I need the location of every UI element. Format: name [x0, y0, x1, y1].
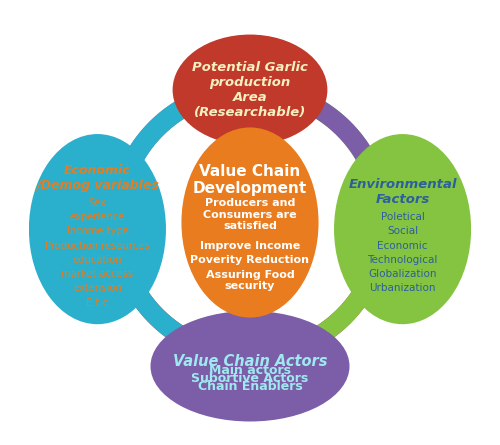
Text: Urbanization: Urbanization [370, 283, 436, 293]
Text: Value Chain Actors: Value Chain Actors [173, 354, 327, 369]
Text: Chain Enablers: Chain Enablers [198, 380, 302, 393]
Text: Poverity Reduction: Poverity Reduction [190, 255, 310, 265]
Ellipse shape [334, 134, 471, 324]
Text: Social: Social [387, 226, 418, 236]
Text: Production resources: Production resources [45, 241, 150, 251]
Text: Environmental
Factors: Environmental Factors [348, 178, 457, 206]
Text: Globalization: Globalization [368, 269, 437, 279]
Text: Subortive Actors: Subortive Actors [192, 372, 308, 385]
Text: Potential Garlic
production
Area
(Researchable): Potential Garlic production Area (Resear… [192, 61, 308, 119]
Text: Main actors: Main actors [209, 364, 291, 377]
Text: market access: market access [62, 269, 134, 279]
Text: Technological: Technological [368, 255, 438, 265]
Text: extension: extension [73, 283, 122, 293]
Ellipse shape [29, 134, 166, 324]
Text: E.t.c: E.t.c [86, 298, 108, 307]
Text: Economic
/Demog variables: Economic /Demog variables [36, 163, 159, 191]
Ellipse shape [172, 35, 328, 145]
Text: Value Chain
Development: Value Chain Development [193, 164, 307, 196]
Text: Poletical: Poletical [380, 212, 424, 222]
Text: Economic: Economic [378, 241, 428, 251]
Text: Improve Income: Improve Income [200, 241, 300, 251]
Text: education: education [72, 255, 122, 265]
Ellipse shape [150, 311, 350, 421]
Text: Sex: Sex [88, 198, 106, 208]
Ellipse shape [182, 127, 318, 318]
Text: Assuring Food
security: Assuring Food security [206, 270, 294, 291]
Text: Income type: Income type [66, 226, 128, 236]
Text: experience: experience [70, 212, 125, 222]
Text: Producers and
Consumers are
satisfied: Producers and Consumers are satisfied [203, 198, 297, 231]
